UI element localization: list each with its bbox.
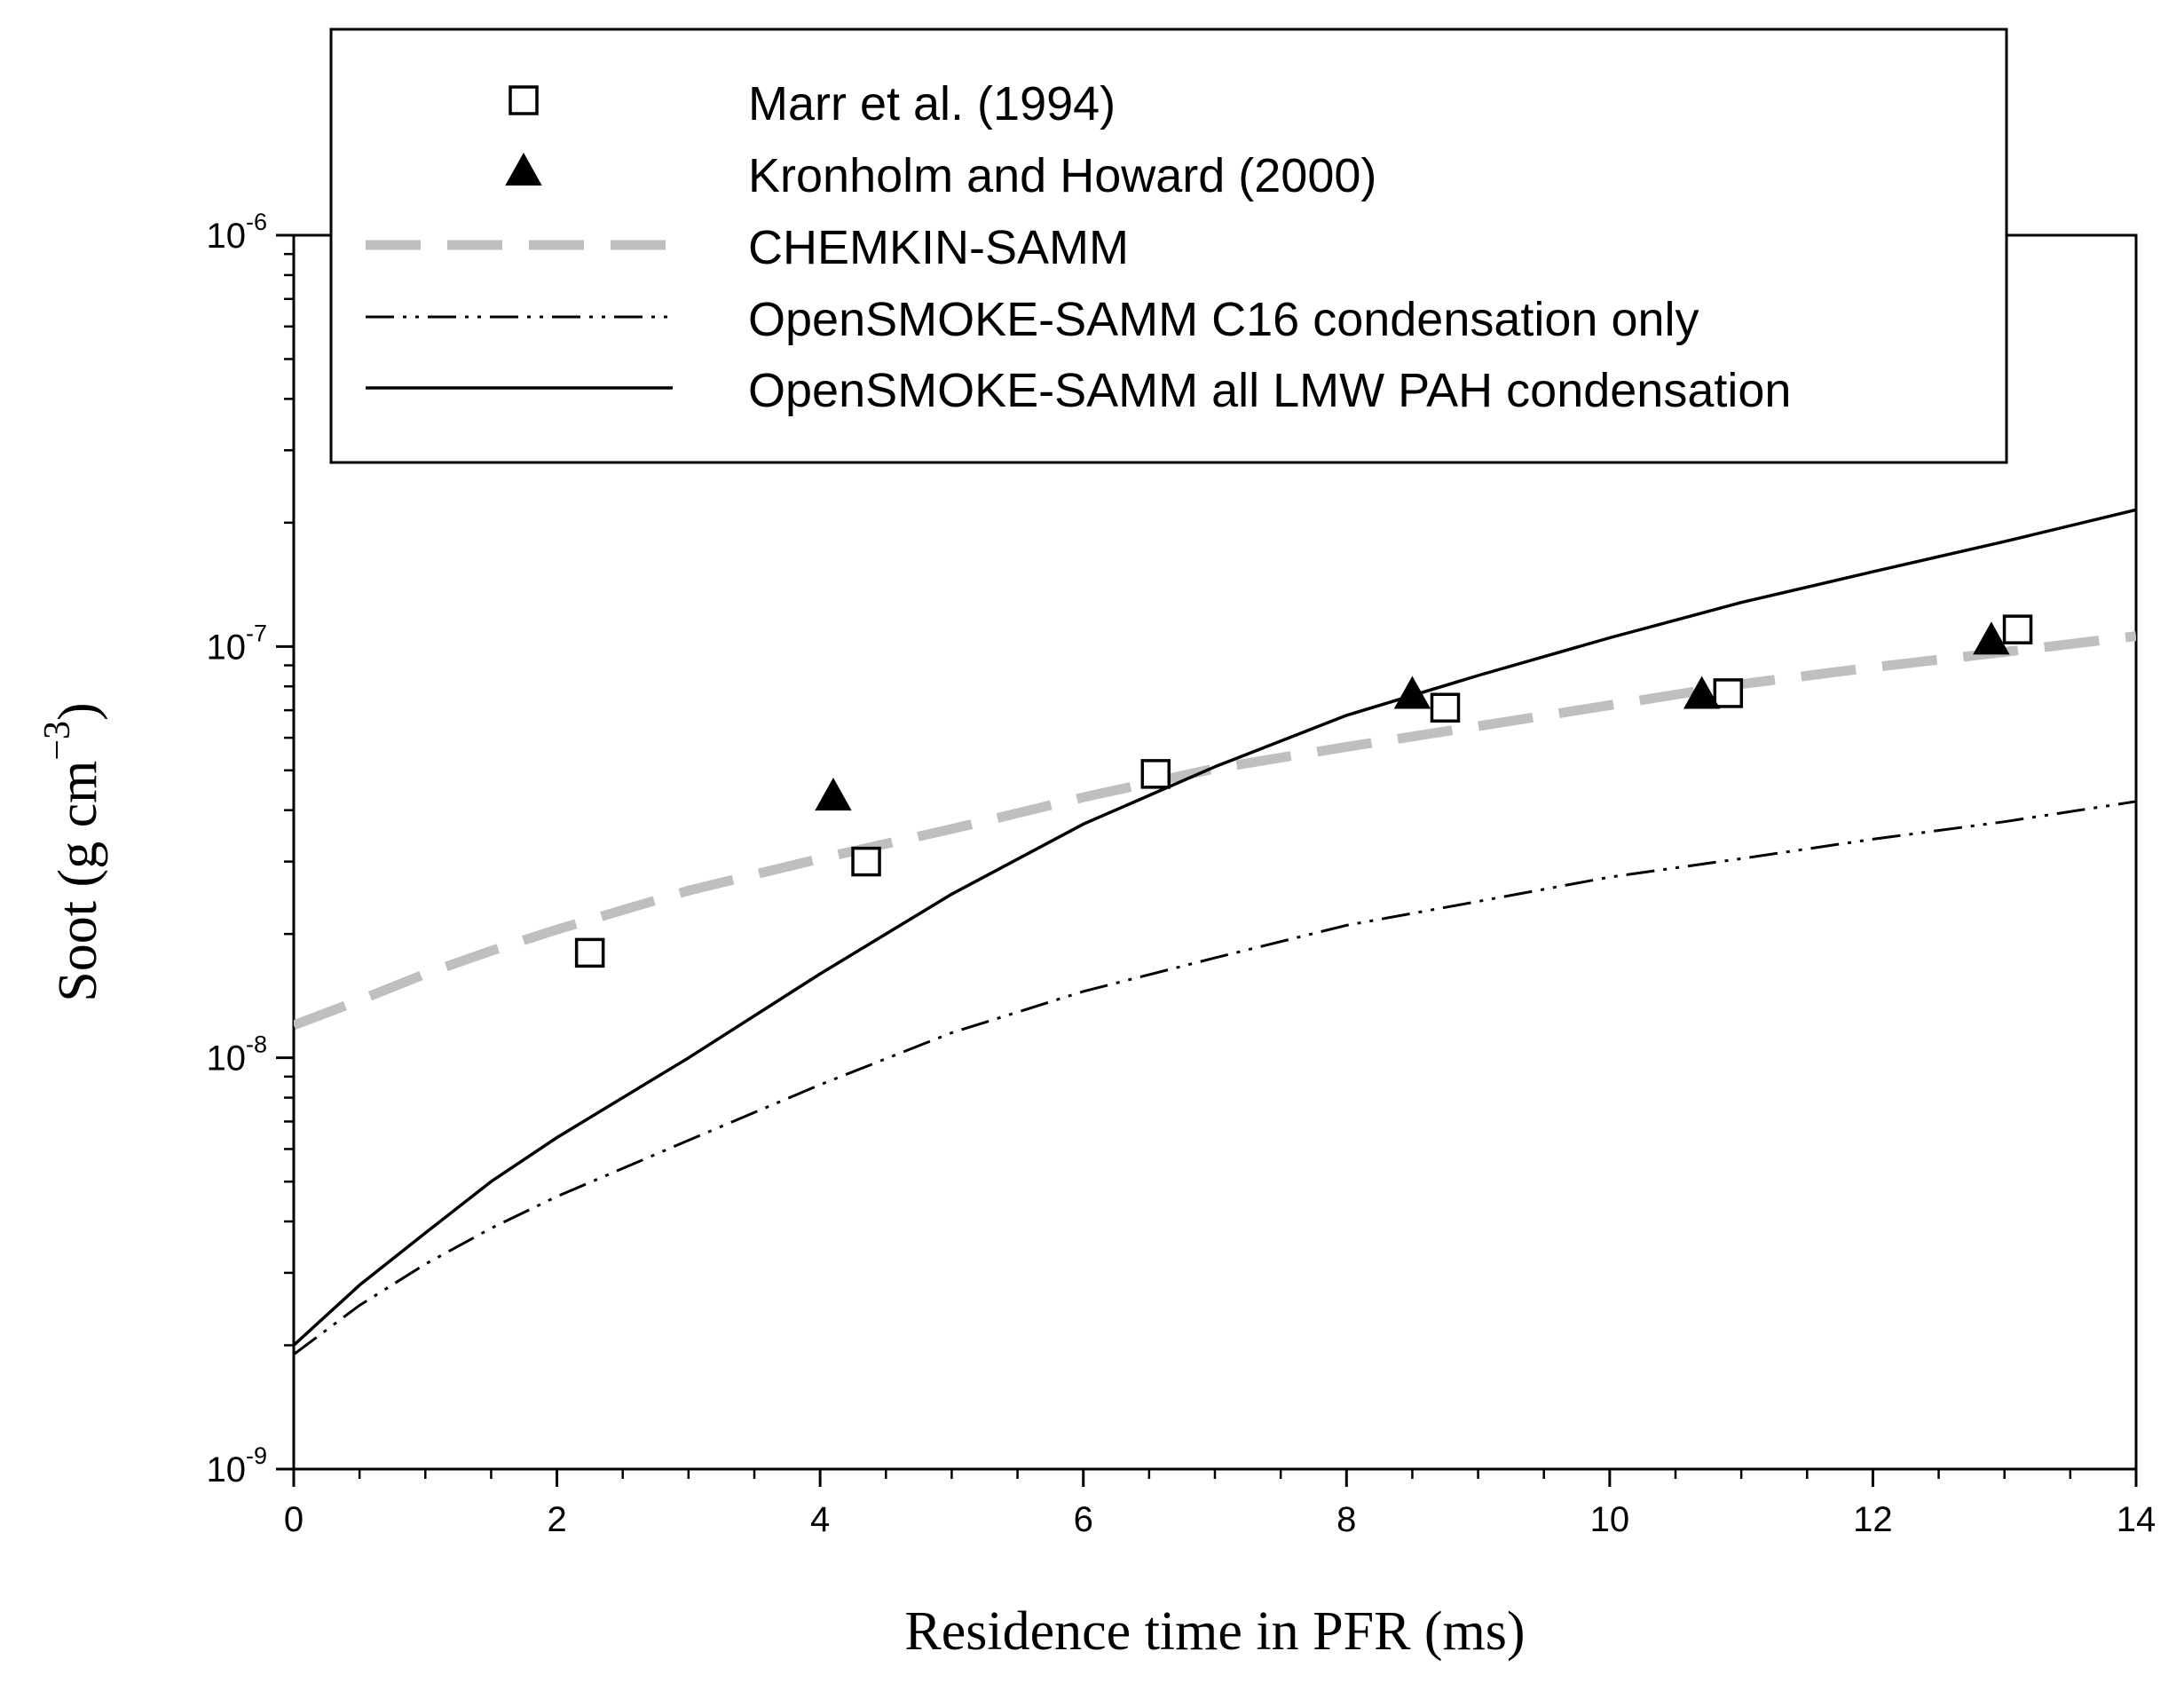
- x-axis: 0 2 4 6 8 10 12 14: [284, 1469, 2156, 1539]
- legend-label: Kronholm and Howard (2000): [748, 149, 1376, 202]
- legend-label: OpenSMOKE-SAMM C16 condensation only: [748, 293, 1699, 346]
- legend-symbol-0: [509, 85, 539, 115]
- y-axis-title-close: ): [48, 702, 108, 721]
- series-line-4: [294, 508, 2136, 1347]
- data-point-1-1: [1393, 676, 1431, 709]
- y-axis-title-main: Soot (g cm: [48, 761, 108, 1002]
- data-point-0-5: [2002, 614, 2033, 644]
- data-point-0-3: [1430, 692, 1461, 723]
- series-line-3: [294, 800, 2136, 1356]
- data-point-0-1: [851, 846, 881, 877]
- legend: Marr et al. (1994) Kronholm and Howard (2…: [329, 28, 2008, 464]
- y-tick-label: 10-8: [206, 1031, 267, 1079]
- y-axis-title: Soot (g cm−3): [37, 702, 108, 1001]
- series-line-2: [294, 631, 2136, 1031]
- x-tick-label: 12: [1853, 1500, 1893, 1539]
- x-tick-label: 8: [1336, 1500, 1356, 1539]
- y-tick-label: 10-6: [206, 209, 267, 256]
- legend-label: CHEMKIN-SAMM: [748, 221, 1129, 274]
- y-axis-title-exponent: −3: [37, 721, 78, 761]
- legend-label: OpenSMOKE-SAMM all LMW PAH condensation: [748, 364, 1791, 417]
- legend-symbol-1: [505, 152, 542, 186]
- x-tick-label: 14: [2117, 1500, 2156, 1539]
- data-point-1-3: [1973, 621, 2010, 655]
- y-tick-label: 10-7: [206, 620, 267, 667]
- x-tick-label: 0: [284, 1500, 304, 1539]
- data-point-0-0: [574, 937, 605, 968]
- data-point-0-2: [1140, 759, 1171, 789]
- data-point-1-2: [1683, 676, 1721, 709]
- data-point-0-4: [1713, 678, 1744, 708]
- x-tick-label: 10: [1590, 1500, 1630, 1539]
- series-lines: [294, 508, 2136, 1356]
- svg-text:Soot (g cm−3): Soot (g cm−3): [37, 702, 108, 1001]
- x-tick-label: 6: [1074, 1500, 1093, 1539]
- series-markers: [574, 614, 2033, 968]
- legend-label: Marr et al. (1994): [748, 77, 1116, 130]
- x-tick-label: 4: [810, 1500, 830, 1539]
- data-point-1-0: [815, 778, 852, 811]
- y-axis: 10-9 10-8 10-7 10-6: [206, 209, 294, 1489]
- x-axis-title: Residence time in PFR (ms): [904, 1601, 1525, 1662]
- x-tick-label: 2: [547, 1500, 566, 1539]
- legend-box: [329, 28, 2008, 464]
- y-tick-label: 10-9: [206, 1442, 267, 1489]
